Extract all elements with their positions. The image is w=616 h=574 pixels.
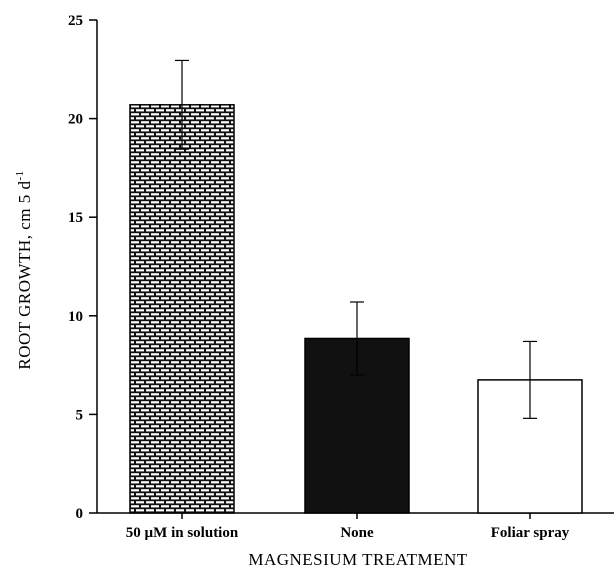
x-tick-label: Foliar spray bbox=[491, 525, 570, 541]
x-axis-title: MAGNESIUM TREATMENT bbox=[248, 550, 467, 569]
y-tick-label: 10 bbox=[68, 309, 83, 325]
y-ticks: 0 5 10 15 20 25 bbox=[68, 13, 97, 522]
y-tick-label: 15 bbox=[68, 210, 83, 226]
y-axis-title: ROOT GROWTH, cm 5 d-1 bbox=[14, 170, 34, 369]
y-tick-label: 25 bbox=[68, 13, 83, 29]
bars bbox=[129, 104, 583, 514]
y-axis-title-superscript: -1 bbox=[14, 170, 26, 180]
y-tick-label: 20 bbox=[68, 112, 83, 128]
y-axis-title-main: ROOT GROWTH, cm 5 d bbox=[15, 181, 34, 370]
x-tick-label: 50 µM in solution bbox=[126, 525, 239, 541]
y-tick-label: 0 bbox=[76, 506, 84, 522]
y-tick-label: 5 bbox=[76, 407, 84, 423]
error-bars bbox=[175, 59, 537, 419]
x-tick-labels: 50 µM in solution None Foliar spray bbox=[126, 513, 570, 541]
x-tick-label: None bbox=[340, 525, 374, 541]
bar bbox=[129, 104, 235, 514]
